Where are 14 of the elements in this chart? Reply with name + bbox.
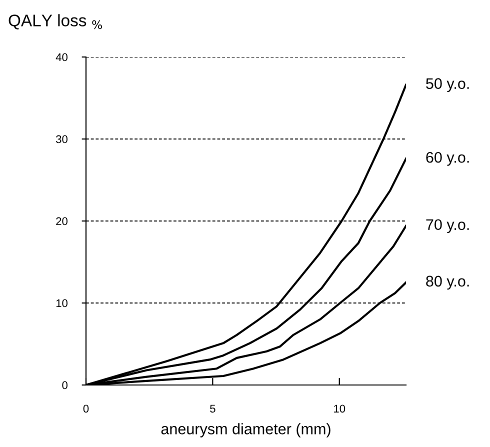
x-tick-label: 5 — [210, 404, 216, 413]
series-label: 70 y.o. — [426, 219, 469, 234]
x-tick-label: 10 — [334, 404, 346, 413]
series-label: 80 y.o. — [426, 276, 469, 290]
y-tick-label: 20 — [56, 217, 68, 226]
y-tick-label: 0 — [62, 381, 68, 390]
y-tick-label: 10 — [56, 299, 68, 308]
y-axis-title: QALY loss $_{%}$ — [8, 14, 102, 30]
x-tick-label: 0 — [83, 404, 89, 413]
series-label: 60 y.o. — [426, 152, 469, 166]
y-tick-label: 40 — [56, 53, 68, 62]
x-axis-title: aneurysm diameter (mm) — [161, 423, 330, 438]
y-tick-label: 30 — [56, 135, 68, 144]
series-label: 50 y.o. — [426, 78, 469, 92]
